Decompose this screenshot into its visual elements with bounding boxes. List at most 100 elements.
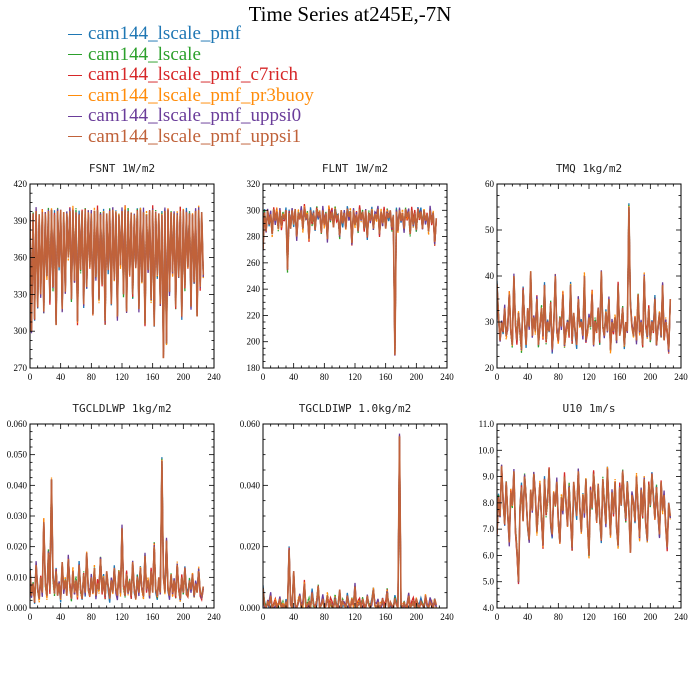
x-tick-label: 0 xyxy=(261,612,266,622)
legend-label: cam144_lscale_pmf xyxy=(88,23,242,45)
y-tick-label: 0.040 xyxy=(240,480,261,490)
y-tick-label: 7.0 xyxy=(483,524,495,534)
legend-item: cam144_lscale_pmf_uppsi1 xyxy=(68,125,314,148)
y-tick-label: 200 xyxy=(247,337,261,347)
y-tick-label: 4.0 xyxy=(483,603,495,613)
x-tick-label: 240 xyxy=(674,372,688,382)
x-tick-label: 80 xyxy=(87,372,97,382)
x-tick-label: 40 xyxy=(523,372,533,382)
y-tick-label: 330 xyxy=(14,289,28,299)
x-tick-label: 0 xyxy=(495,612,500,622)
panel-title: TMQ 1kg/m2 xyxy=(556,162,622,175)
legend-label: cam144_lscale_pmf_uppsi1 xyxy=(88,125,302,147)
legend-label: cam144_lscale_pmf_uppsi0 xyxy=(88,105,302,127)
y-tick-label: 5.0 xyxy=(483,577,495,587)
y-tick-label: 60 xyxy=(485,179,495,189)
y-tick-label: 180 xyxy=(247,363,261,373)
legend-line-swatch xyxy=(68,54,82,56)
y-tick-label: 30 xyxy=(485,317,495,327)
legend-label: cam144_lscale_pmf_c7rich xyxy=(88,64,298,86)
x-tick-label: 240 xyxy=(674,612,688,622)
x-tick-label: 80 xyxy=(87,612,97,622)
x-tick-label: 240 xyxy=(440,612,454,622)
x-tick-label: 40 xyxy=(289,372,299,382)
legend-item: cam144_lscale_pmf xyxy=(68,23,314,45)
x-tick-label: 160 xyxy=(146,612,160,622)
y-tick-label: 270 xyxy=(14,363,28,373)
legend: cam144_lscale_pmf cam144_lscale cam144_lsc… xyxy=(68,23,314,148)
x-tick-label: 120 xyxy=(115,612,129,622)
y-tick-label: 390 xyxy=(14,216,28,226)
legend-line-swatch xyxy=(68,33,82,35)
y-tick-label: 0.000 xyxy=(240,603,261,613)
legend-line-swatch xyxy=(68,136,82,138)
figure-title: Time Series at245E,-7N xyxy=(248,2,452,26)
x-tick-label: 160 xyxy=(379,372,393,382)
x-tick-label: 240 xyxy=(440,372,454,382)
x-tick-label: 40 xyxy=(56,612,66,622)
x-tick-label: 200 xyxy=(410,612,424,622)
y-tick-label: 50 xyxy=(485,225,495,235)
y-tick-label: 360 xyxy=(14,253,28,263)
y-tick-label: 300 xyxy=(247,205,261,215)
y-tick-label: 6.0 xyxy=(483,550,495,560)
y-tick-label: 0.020 xyxy=(240,542,261,552)
x-tick-label: 80 xyxy=(320,372,330,382)
chart-panel: FLNT 1W/m2 0 40 80 120 160 200 240 180 200 220 240 2… xyxy=(247,162,455,382)
chart-panel: FSNT 1W/m2 0 40 80 120 160 200 240 270 300 330 360 3… xyxy=(14,162,222,382)
y-tick-label: 0.010 xyxy=(7,572,28,582)
y-tick-label: 8.0 xyxy=(483,498,495,508)
y-tick-label: 0.050 xyxy=(7,450,28,460)
y-tick-label: 0.060 xyxy=(240,419,261,429)
series-line xyxy=(30,460,205,602)
x-tick-label: 200 xyxy=(644,372,658,382)
x-tick-label: 240 xyxy=(207,372,221,382)
y-tick-label: 0.060 xyxy=(7,419,28,429)
y-tick-label: 40 xyxy=(485,271,495,281)
panel-title: TGCLDLWP 1kg/m2 xyxy=(72,402,171,415)
y-tick-label: 300 xyxy=(14,326,28,336)
x-tick-label: 200 xyxy=(410,372,424,382)
x-tick-label: 80 xyxy=(554,372,564,382)
x-tick-label: 80 xyxy=(554,612,564,622)
y-tick-label: 280 xyxy=(247,232,261,242)
x-tick-label: 0 xyxy=(495,372,500,382)
legend-label: cam144_lscale xyxy=(88,43,201,65)
series-line xyxy=(30,209,205,359)
y-tick-label: 11.0 xyxy=(479,419,495,429)
series-line xyxy=(497,206,672,350)
chart-panel: TMQ 1kg/m2 0 40 80 120 160 200 240 20 30 40 50 60 xyxy=(485,162,688,382)
x-tick-label: 40 xyxy=(289,612,299,622)
legend-item: cam144_lscale_pmf_uppsi0 xyxy=(68,105,314,127)
legend-line-swatch xyxy=(68,95,82,97)
x-tick-label: 200 xyxy=(177,372,191,382)
y-tick-label: 9.0 xyxy=(483,472,495,482)
x-tick-label: 40 xyxy=(523,612,533,622)
panel-title: FLNT 1W/m2 xyxy=(322,162,388,175)
x-tick-label: 200 xyxy=(177,612,191,622)
y-tick-label: 260 xyxy=(247,258,261,268)
legend-item: cam144_lscale_pmf_pr3buoy xyxy=(68,85,314,107)
y-tick-label: 0.000 xyxy=(7,603,28,613)
y-tick-label: 320 xyxy=(247,179,261,189)
x-tick-label: 0 xyxy=(28,372,33,382)
legend-line-swatch xyxy=(68,74,82,76)
x-tick-label: 120 xyxy=(348,612,362,622)
panel-title: TGCLDIWP 1.0kg/m2 xyxy=(299,402,412,415)
series-line xyxy=(497,466,672,582)
series-line xyxy=(263,207,438,355)
chart-panel: TGCLDIWP 1.0kg/m2 0 40 80 120 160 200 240 0.000 0… xyxy=(240,402,455,622)
y-tick-label: 220 xyxy=(247,310,261,320)
x-tick-label: 120 xyxy=(582,372,596,382)
chart-panel: TGCLDLWP 1kg/m2 0 40 80 120 160 200 240 0.000 0.0… xyxy=(7,402,222,622)
x-tick-label: 160 xyxy=(613,612,627,622)
plot-frame xyxy=(496,423,682,609)
x-tick-label: 240 xyxy=(207,612,221,622)
plot-frame xyxy=(496,183,682,369)
panel-title: U10 1m/s xyxy=(563,402,616,415)
x-tick-label: 80 xyxy=(320,612,330,622)
series-line xyxy=(263,436,438,608)
y-tick-label: 240 xyxy=(247,284,261,294)
chart-panel: U10 1m/s 0 40 80 120 160 200 240 4.0 5.0 6.0 7.0 8.0… xyxy=(478,402,688,622)
x-tick-label: 40 xyxy=(56,372,66,382)
